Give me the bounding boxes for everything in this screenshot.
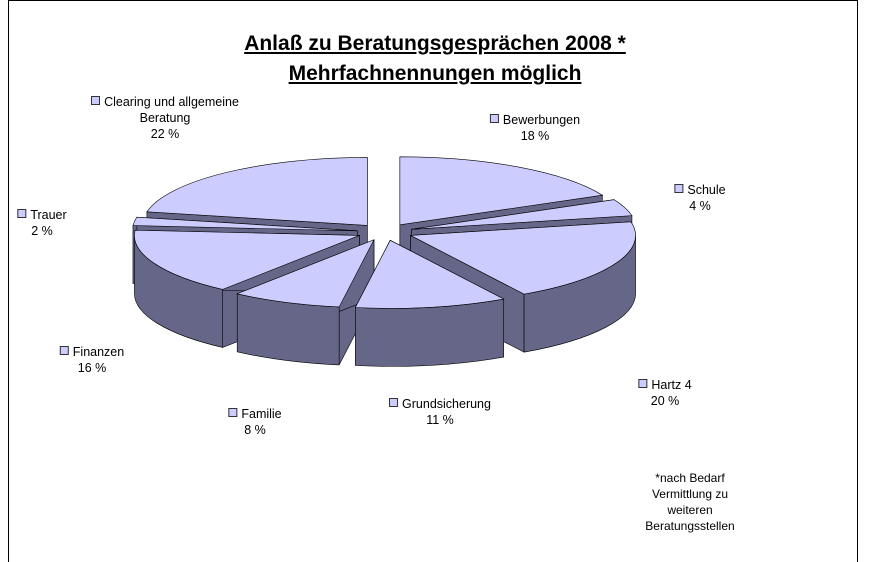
slice-label: Familie 8 %	[228, 406, 282, 438]
value-label: 18 %	[520, 129, 550, 143]
legend-swatch	[389, 398, 399, 407]
slice-top	[411, 199, 633, 230]
footnote: *nach Bedarf Vermittlung zu weiteren Ber…	[645, 471, 735, 533]
category-label: Grundsicherung	[402, 397, 491, 411]
label-line: Clearing und allgemeine Beratung	[85, 94, 245, 126]
value-label: 2 %	[31, 224, 53, 238]
slice-outer	[355, 298, 505, 367]
slice	[354, 239, 505, 367]
slice-top	[354, 239, 505, 309]
category-label: Bewerbungen	[502, 113, 581, 127]
slice-label: Finanzen 16 %	[59, 344, 125, 376]
category-label: Finanzen	[72, 345, 125, 359]
slice-label: Hartz 4 20 %	[638, 377, 692, 409]
value-label: 16 %	[77, 361, 107, 375]
chart-frame	[8, 0, 858, 562]
slice-top	[399, 156, 604, 226]
legend-swatch	[674, 184, 684, 193]
label-line: Trauer	[17, 207, 67, 223]
value-label: 22 %	[150, 127, 180, 141]
legend-swatch	[228, 408, 238, 417]
label-line: Schule	[674, 182, 726, 198]
category-label: Familie	[241, 407, 282, 421]
slice-top	[132, 216, 358, 232]
chart-title: Anlaß zu Beratungsgesprächen 2008 *	[244, 32, 626, 55]
slice-label: Schule 4 %	[674, 182, 726, 214]
value-label: 11 %	[426, 413, 454, 427]
slice-top	[134, 229, 360, 290]
category-label: Schule	[687, 183, 726, 197]
value-label: 8 %	[244, 423, 266, 437]
slice-top	[236, 239, 375, 308]
legend-swatch	[638, 379, 648, 388]
category-label: Hartz 4	[651, 378, 692, 392]
slice-top	[409, 221, 636, 295]
label-line: Familie	[228, 406, 282, 422]
label-line: Finanzen	[59, 344, 125, 360]
legend-swatch	[489, 114, 499, 123]
legend-swatch	[59, 346, 69, 355]
label-line: Grundsicherung	[389, 396, 491, 412]
slice-label: Grundsicherung 11 %	[389, 396, 491, 428]
slice-label: Bewerbungen 18 %	[489, 112, 581, 144]
label-line: Hartz 4	[638, 377, 692, 393]
label-line: Bewerbungen	[489, 112, 581, 128]
chart-subtitle: Mehrfachnennungen möglich	[288, 62, 582, 85]
value-label: 20 %	[650, 394, 680, 408]
slice-label: Trauer 2 %	[17, 207, 67, 239]
legend-swatch	[91, 96, 101, 105]
legend-swatch	[17, 209, 27, 218]
category-label: Trauer	[30, 208, 67, 222]
slice	[236, 239, 375, 366]
slice-top	[146, 157, 368, 226]
slice-label: Clearing und allgemeine Beratung 22 %	[85, 94, 245, 142]
category-label: Clearing und allgemeine Beratung	[104, 95, 239, 125]
value-label: 4 %	[689, 199, 711, 213]
